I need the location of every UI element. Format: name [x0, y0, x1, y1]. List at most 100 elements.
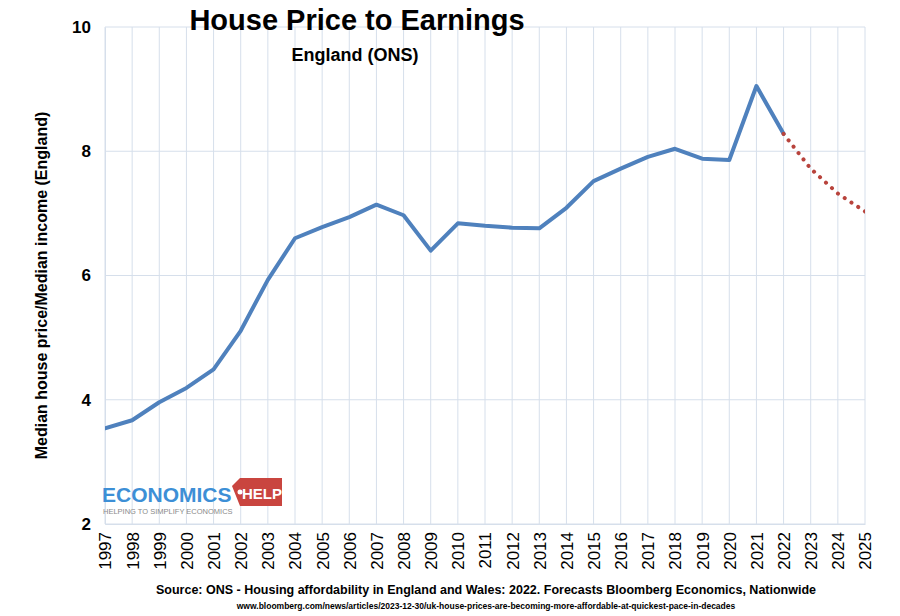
logo-tag-text: HELP	[242, 485, 282, 502]
tick: 6	[82, 266, 105, 285]
tick: 2023	[802, 524, 821, 570]
tick-label: 2023	[802, 532, 821, 570]
grid-line	[267, 27, 268, 524]
tick: 2014	[558, 524, 577, 570]
grid-line	[702, 27, 703, 524]
grid-line	[376, 27, 377, 524]
grid-line	[349, 27, 350, 524]
tick: 4	[82, 391, 105, 410]
tick: 2017	[639, 524, 658, 570]
tick: 2008	[395, 524, 414, 570]
tick: 2003	[259, 524, 278, 570]
tick-label: 2004	[286, 532, 305, 570]
tick-label: 2013	[531, 532, 550, 570]
grid-line	[430, 27, 431, 524]
tick-label: 2015	[585, 532, 604, 570]
tick-label: 2017	[639, 532, 658, 570]
tick: 2	[82, 515, 105, 534]
tick: 1998	[124, 524, 143, 570]
tick: 2002	[232, 524, 251, 570]
grid-line	[729, 27, 730, 524]
tick-label: 1999	[151, 532, 170, 570]
y-axis: 2 4 6 8 10	[72, 18, 105, 534]
tick: 2009	[422, 524, 441, 570]
tick-label: 2012	[504, 532, 523, 570]
tick-label: 2011	[476, 532, 495, 569]
tick-label: 2001	[205, 532, 224, 570]
tick-label: 2006	[341, 532, 360, 570]
y-axis-title: Median house price/Median income (Englan…	[33, 112, 50, 460]
grid-line	[159, 27, 160, 524]
tick-label: 2009	[422, 532, 441, 570]
tick: 2020	[721, 524, 740, 570]
tick-label: 2005	[314, 532, 333, 570]
tick-label: 10	[72, 18, 91, 37]
tick: 2022	[775, 524, 794, 570]
tick-label: 2002	[232, 532, 251, 570]
tick: 2013	[531, 524, 550, 570]
grid-line	[837, 27, 838, 524]
tick: 2012	[504, 524, 523, 570]
grid-line	[865, 27, 866, 524]
grid-line	[322, 27, 323, 524]
tick: 2001	[205, 524, 224, 570]
grid	[105, 27, 865, 524]
axis-line	[106, 524, 866, 525]
tick-label: 2014	[558, 532, 577, 570]
tick: 2021	[748, 524, 767, 570]
tick: 10	[72, 18, 105, 37]
tick-label: 2003	[259, 532, 278, 570]
grid-line	[539, 27, 540, 524]
grid-line	[566, 27, 567, 524]
tick: 2019	[694, 524, 713, 570]
x-axis: 1997 1998 1999 2000 2001 2002 2003 2004 2005 2006…	[96, 524, 875, 570]
tick-label: 1997	[96, 532, 115, 570]
tick-label: 1998	[124, 532, 143, 570]
tick: 2005	[314, 524, 333, 570]
tick-label: 2018	[666, 532, 685, 570]
tick: 2006	[341, 524, 360, 570]
grid-line	[295, 27, 296, 524]
tick-label: 2025	[856, 532, 875, 570]
logo-tag	[232, 478, 282, 506]
title: House Price to Earnings	[189, 4, 524, 36]
tick: 2024	[829, 524, 848, 570]
grid-line	[403, 27, 404, 524]
tick: 2010	[449, 524, 468, 570]
tick: 2000	[178, 524, 197, 570]
tick-label: 2000	[178, 532, 197, 570]
tick-label: 2008	[395, 532, 414, 570]
tick: 8	[82, 142, 105, 161]
tick: 2011	[476, 524, 495, 569]
tick: 2018	[666, 524, 685, 570]
line	[105, 86, 784, 428]
grid-line	[675, 27, 676, 524]
logo-tagline: HELPING TO SIMPLIFY ECONOMICS	[103, 507, 233, 516]
tick-label: 2020	[721, 532, 740, 570]
grid-line	[810, 27, 811, 524]
axis-line	[105, 28, 106, 525]
tick-label: 2021	[748, 532, 767, 570]
grid-line	[186, 27, 187, 524]
tick-label: 6	[82, 266, 91, 285]
chart: 2 4 6 8 10 1997 1998 1999 2000 2001 2002 2003 2004 20…	[0, 0, 900, 616]
tick: 2025	[856, 524, 875, 570]
grid-line	[240, 27, 241, 524]
lines	[105, 86, 865, 428]
tick: 2015	[585, 524, 604, 570]
tick-label: 2010	[449, 532, 468, 570]
grid-line	[213, 27, 214, 524]
tick: 1997	[96, 524, 115, 570]
source-note: Source: ONS - Housing affordability in E…	[156, 583, 816, 597]
tick-label: 2022	[775, 532, 794, 570]
tick-label: 8	[82, 142, 91, 161]
tick: 1999	[151, 524, 170, 570]
url-note: www.bloomberg.com/news/articles/2023-12-…	[236, 601, 736, 611]
grid-line	[132, 27, 133, 524]
tick: 2007	[368, 524, 387, 570]
tick-label: 4	[82, 391, 92, 410]
grid-line	[485, 27, 486, 524]
tick: 2016	[612, 524, 631, 570]
tick-label: 2	[82, 515, 91, 534]
logo: ECONOMICSHELPHELPING TO SIMPLIFY ECONOMI…	[102, 478, 282, 516]
